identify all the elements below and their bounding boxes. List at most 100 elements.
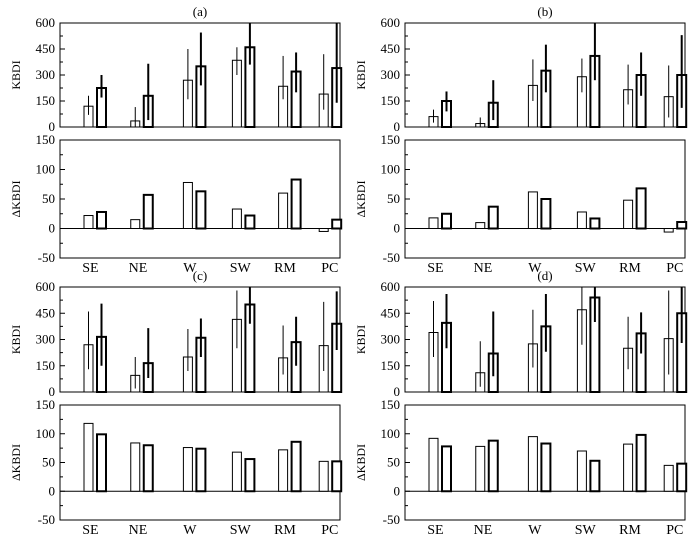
bar-w-thin (182, 181, 193, 229)
panel-label: (c) (193, 268, 207, 283)
bar-pc-thick (331, 218, 343, 230)
bar-w-thick (195, 447, 207, 493)
y-tick-label: 100 (381, 426, 401, 441)
category-label-rm: RM (619, 523, 641, 538)
category-label-pc: PC (666, 523, 683, 538)
y-axis-label: KBDI (354, 325, 368, 354)
y-tick-label: 150 (381, 132, 401, 147)
y-axis-label: ΔKBDI (354, 444, 368, 481)
y-tick-label: 300 (381, 67, 401, 82)
bar-sw-thick (244, 214, 256, 230)
bar-sw-thin (576, 450, 587, 492)
y-tick-label: 0 (394, 221, 401, 236)
bar-sw-thick (589, 459, 601, 493)
y-tick-label: -50 (383, 512, 400, 527)
y-tick-label: 50 (387, 455, 400, 470)
category-label-w: W (528, 523, 542, 538)
y-tick-label: 100 (36, 162, 56, 177)
y-tick-label: 150 (36, 358, 56, 373)
y-tick-label: 600 (381, 15, 401, 30)
y-tick-label: 50 (42, 191, 55, 206)
bar-pc-thin (318, 460, 329, 492)
y-tick-label: 300 (381, 332, 401, 347)
category-label-se: SE (427, 261, 443, 276)
category-label-pc: PC (321, 261, 338, 276)
bar-pc-thin (663, 464, 674, 492)
bar-rm-thick (290, 440, 302, 493)
y-tick-label: 0 (49, 119, 56, 134)
bar-pc-thick (331, 460, 343, 493)
category-label-sw: SW (575, 261, 597, 276)
top-subplot: 0 150 300 450 600 KBDI (9, 15, 343, 134)
bottom-subplot: -50 0 50 100 150 ΔKBDI (9, 397, 343, 527)
category-label-w: W (183, 261, 197, 276)
y-tick-label: 600 (381, 279, 401, 294)
top-subplot: 0 150 300 450 600 KBDI (9, 279, 343, 399)
panel-label: (d) (537, 268, 552, 283)
bar-sw-thick (244, 458, 256, 493)
bar-se-thin (83, 422, 94, 492)
bar-se-thin (428, 217, 439, 230)
bar-w-thick (540, 442, 552, 493)
bar-ne-thin (475, 445, 486, 492)
bar-rm-thick (635, 433, 647, 493)
category-label-pc: PC (666, 261, 683, 276)
y-tick-label: 600 (36, 15, 56, 30)
y-tick-label: 0 (49, 384, 56, 399)
y-tick-label: 0 (394, 384, 401, 399)
bottom-subplot: -50 0 50 100 150 ΔKBDI (354, 132, 688, 265)
y-axis-label: KBDI (9, 325, 23, 354)
y-tick-label: 450 (36, 41, 56, 56)
category-label-w: W (183, 523, 197, 538)
bar-rm-thick (290, 178, 302, 230)
y-tick-label: 450 (36, 305, 56, 320)
y-tick-label: 150 (381, 93, 401, 108)
bar-rm-thin (623, 199, 634, 229)
y-tick-label: 100 (36, 426, 56, 441)
category-label-w: W (528, 261, 542, 276)
category-label-se: SE (82, 523, 98, 538)
bottom-subplot: -50 0 50 100 150 ΔKBDI (354, 397, 688, 527)
bar-se-thick (441, 445, 452, 493)
category-label-sw: SW (575, 523, 597, 538)
bar-rm-thin (623, 443, 634, 492)
y-tick-label: 50 (42, 455, 55, 470)
bar-ne-thin (130, 442, 141, 492)
y-tick-label: 450 (381, 41, 401, 56)
y-axis-label: KBDI (9, 60, 23, 89)
category-label-ne: NE (474, 523, 493, 538)
y-tick-label: -50 (383, 250, 400, 265)
top-subplot: 0 150 300 450 600 KBDI (354, 15, 688, 134)
y-axis-label: ΔKBDI (9, 444, 23, 481)
bar-sw-thin (231, 208, 242, 229)
y-tick-label: 600 (36, 279, 56, 294)
bar-ne-thick (142, 193, 154, 230)
bar-rm-thin (278, 192, 289, 230)
bar-sw-thin (576, 211, 587, 229)
panel-label: (a) (193, 4, 207, 19)
y-tick-label: 0 (49, 483, 56, 498)
bar-se-thick (96, 433, 107, 493)
y-tick-label: 150 (381, 358, 401, 373)
bar-se-thin (83, 215, 94, 230)
bar-pc-thin (663, 228, 674, 233)
y-tick-label: 300 (36, 332, 56, 347)
category-label-pc: PC (321, 523, 338, 538)
bar-w-thin (527, 191, 538, 229)
bar-ne-thick (487, 205, 499, 230)
y-axis-label: ΔKBDI (354, 180, 368, 217)
category-label-rm: RM (274, 523, 296, 538)
y-tick-label: 450 (381, 305, 401, 320)
y-tick-label: 0 (394, 483, 401, 498)
y-axis-label: ΔKBDI (9, 180, 23, 217)
bar-se-thin (428, 437, 439, 492)
y-axis-label: KBDI (354, 60, 368, 89)
bar-ne-thin (475, 222, 486, 230)
category-label-ne: NE (129, 523, 148, 538)
bar-sw-thin (231, 451, 242, 492)
bar-rm-thick (635, 187, 647, 230)
